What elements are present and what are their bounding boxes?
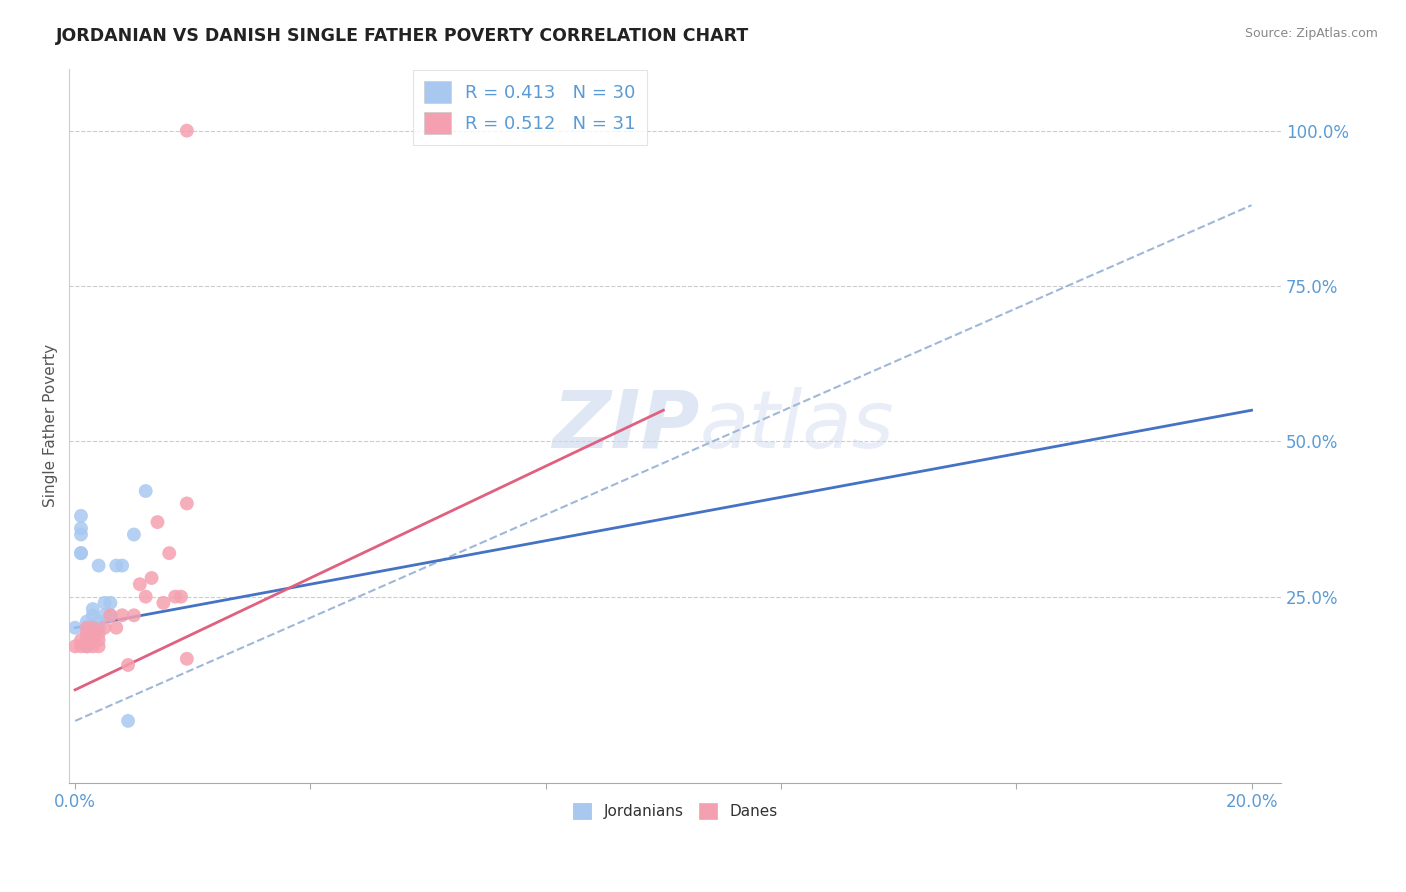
Point <box>76 621 98 635</box>
Point <box>87 640 110 654</box>
Point <box>135 483 157 498</box>
Point <box>82 627 104 641</box>
Point <box>76 627 98 641</box>
Point <box>76 633 98 648</box>
Point <box>82 640 104 654</box>
Point <box>135 590 157 604</box>
Text: JORDANIAN VS DANISH SINGLE FATHER POVERTY CORRELATION CHART: JORDANIAN VS DANISH SINGLE FATHER POVERT… <box>56 27 749 45</box>
Point <box>70 640 93 654</box>
Point <box>82 633 104 648</box>
Point <box>82 602 104 616</box>
Point <box>63 621 86 635</box>
Point <box>176 123 198 137</box>
Point <box>176 496 198 510</box>
Point <box>76 640 98 654</box>
Point <box>87 633 110 648</box>
Point <box>76 621 98 635</box>
Point <box>122 527 145 541</box>
Text: atlas: atlas <box>699 387 894 465</box>
Point <box>117 658 139 673</box>
Point <box>82 608 104 623</box>
Point <box>82 621 104 635</box>
Y-axis label: Single Father Poverty: Single Father Poverty <box>44 344 58 508</box>
Point <box>87 558 110 573</box>
Point <box>70 521 93 535</box>
Text: ZIP: ZIP <box>553 387 699 465</box>
Point <box>105 558 128 573</box>
Point <box>76 627 98 641</box>
Point <box>76 633 98 648</box>
Point <box>105 621 128 635</box>
Point <box>176 652 198 666</box>
Point <box>100 608 122 623</box>
Point <box>122 608 145 623</box>
Point <box>70 527 93 541</box>
Point <box>87 627 110 641</box>
Point <box>82 633 104 648</box>
Point <box>70 633 93 648</box>
Point <box>152 596 174 610</box>
Point <box>76 640 98 654</box>
Point <box>70 546 93 560</box>
Point <box>93 596 115 610</box>
Point <box>100 596 122 610</box>
Point <box>111 608 134 623</box>
Point <box>87 621 110 635</box>
Point <box>93 608 115 623</box>
Legend: Jordanians, Danes: Jordanians, Danes <box>567 797 783 825</box>
Point <box>141 571 163 585</box>
Point <box>128 577 150 591</box>
Point <box>117 714 139 728</box>
Text: Source: ZipAtlas.com: Source: ZipAtlas.com <box>1244 27 1378 40</box>
Point <box>82 621 104 635</box>
Point <box>87 615 110 629</box>
Point <box>93 621 115 635</box>
Point <box>170 590 193 604</box>
Point <box>82 627 104 641</box>
Point <box>111 558 134 573</box>
Point <box>76 615 98 629</box>
Point <box>76 621 98 635</box>
Point <box>76 633 98 648</box>
Point <box>70 546 93 560</box>
Point <box>146 515 169 529</box>
Point <box>157 546 180 560</box>
Point <box>70 508 93 523</box>
Point <box>100 608 122 623</box>
Point <box>165 590 187 604</box>
Point <box>63 640 86 654</box>
